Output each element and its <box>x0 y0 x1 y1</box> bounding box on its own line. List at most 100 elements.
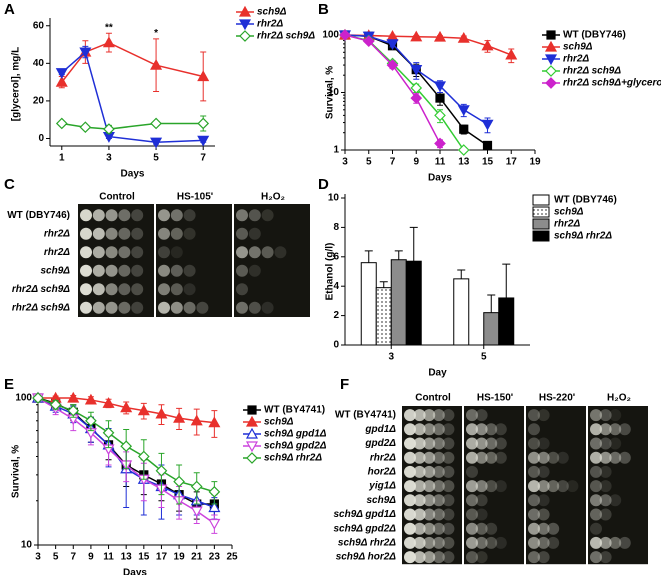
spot <box>494 480 507 493</box>
marker <box>197 117 210 130</box>
spot <box>475 437 488 450</box>
error-bar <box>364 250 373 263</box>
series-line <box>344 34 441 144</box>
row-label: rhr2Δ <box>44 228 70 239</box>
spot <box>248 264 261 277</box>
spot <box>485 423 498 436</box>
marker <box>190 480 203 493</box>
spot <box>599 423 612 436</box>
x-tick-label: 9 <box>413 157 419 168</box>
spot <box>466 409 478 422</box>
spot <box>183 264 196 277</box>
spot <box>442 522 455 535</box>
row-label: yig1Δ <box>368 481 396 492</box>
spot <box>475 423 488 436</box>
marker <box>150 137 163 149</box>
marker <box>459 124 469 134</box>
marker <box>546 30 556 40</box>
marker <box>102 426 115 439</box>
spot <box>475 551 488 564</box>
annotation: * <box>154 28 158 39</box>
plate-image <box>234 204 310 317</box>
marker <box>245 427 259 439</box>
y-tick-label: 0 <box>333 340 339 351</box>
x-tick-label: 3 <box>342 157 348 168</box>
marker <box>84 393 97 405</box>
spot <box>609 451 622 464</box>
marker <box>49 398 62 411</box>
bar <box>498 297 515 346</box>
spot <box>183 301 196 314</box>
spot <box>466 465 478 478</box>
bar <box>375 287 392 346</box>
spot <box>404 480 416 493</box>
spot <box>432 465 445 478</box>
spot <box>618 451 631 464</box>
row-label: sch9Δ gpd1Δ <box>333 509 396 520</box>
marker <box>208 518 221 530</box>
spot <box>485 480 498 493</box>
row-label: gpd1Δ <box>364 424 396 435</box>
spot <box>475 451 488 464</box>
x-tick-label: 13 <box>121 552 133 563</box>
spot <box>80 301 92 314</box>
column-header: HS-220' <box>539 393 575 404</box>
spot <box>547 536 560 549</box>
spot <box>609 536 622 549</box>
spot <box>413 536 426 549</box>
row-label: gpd2Δ <box>364 438 396 449</box>
marker <box>245 441 259 453</box>
spot <box>404 409 416 422</box>
spot <box>105 264 118 277</box>
spot <box>442 508 455 521</box>
legend-label: sch9Δ rhr2Δ <box>264 453 322 464</box>
spot <box>423 494 436 507</box>
spot <box>556 480 569 493</box>
spot <box>131 283 144 296</box>
spot <box>404 508 416 521</box>
spot <box>236 227 248 240</box>
spot <box>590 451 602 464</box>
spot <box>599 551 612 564</box>
marker <box>102 36 115 48</box>
row-label: rhr2Δ <box>44 247 70 258</box>
marker <box>173 475 185 488</box>
spot <box>528 551 540 564</box>
spot <box>590 551 602 564</box>
spot <box>466 451 478 464</box>
marker <box>457 144 470 156</box>
error-bar <box>379 281 388 288</box>
y-tick-label: 0 <box>38 133 44 144</box>
spot <box>466 522 478 535</box>
marker <box>79 47 92 59</box>
spot <box>236 283 248 296</box>
spot <box>432 451 445 464</box>
spot <box>466 494 478 507</box>
spot <box>248 246 261 259</box>
spot <box>423 508 436 521</box>
marker <box>435 93 445 103</box>
spot <box>105 246 118 259</box>
bar <box>405 260 422 346</box>
spot <box>80 264 92 277</box>
spot <box>528 451 540 464</box>
x-tick-label: 11 <box>435 157 446 168</box>
column-header: H₂O₂ <box>261 192 285 203</box>
x-tick-label: 5 <box>53 552 59 563</box>
spot <box>442 465 455 478</box>
marker <box>102 397 115 408</box>
x-tick-label: 17 <box>506 157 518 168</box>
spot <box>118 283 131 296</box>
spot <box>105 301 118 314</box>
plate-image <box>156 204 232 317</box>
y-tick-label: 100 <box>322 30 339 41</box>
spot <box>80 209 92 222</box>
x-tick-label: 15 <box>138 552 150 563</box>
row-label: sch9Δ rhr2Δ <box>338 538 396 549</box>
marker <box>434 109 446 122</box>
spot <box>413 409 426 422</box>
spot <box>80 283 92 296</box>
spot <box>432 508 445 521</box>
spot <box>466 536 478 549</box>
row-label: WT (BY4741) <box>335 410 396 421</box>
